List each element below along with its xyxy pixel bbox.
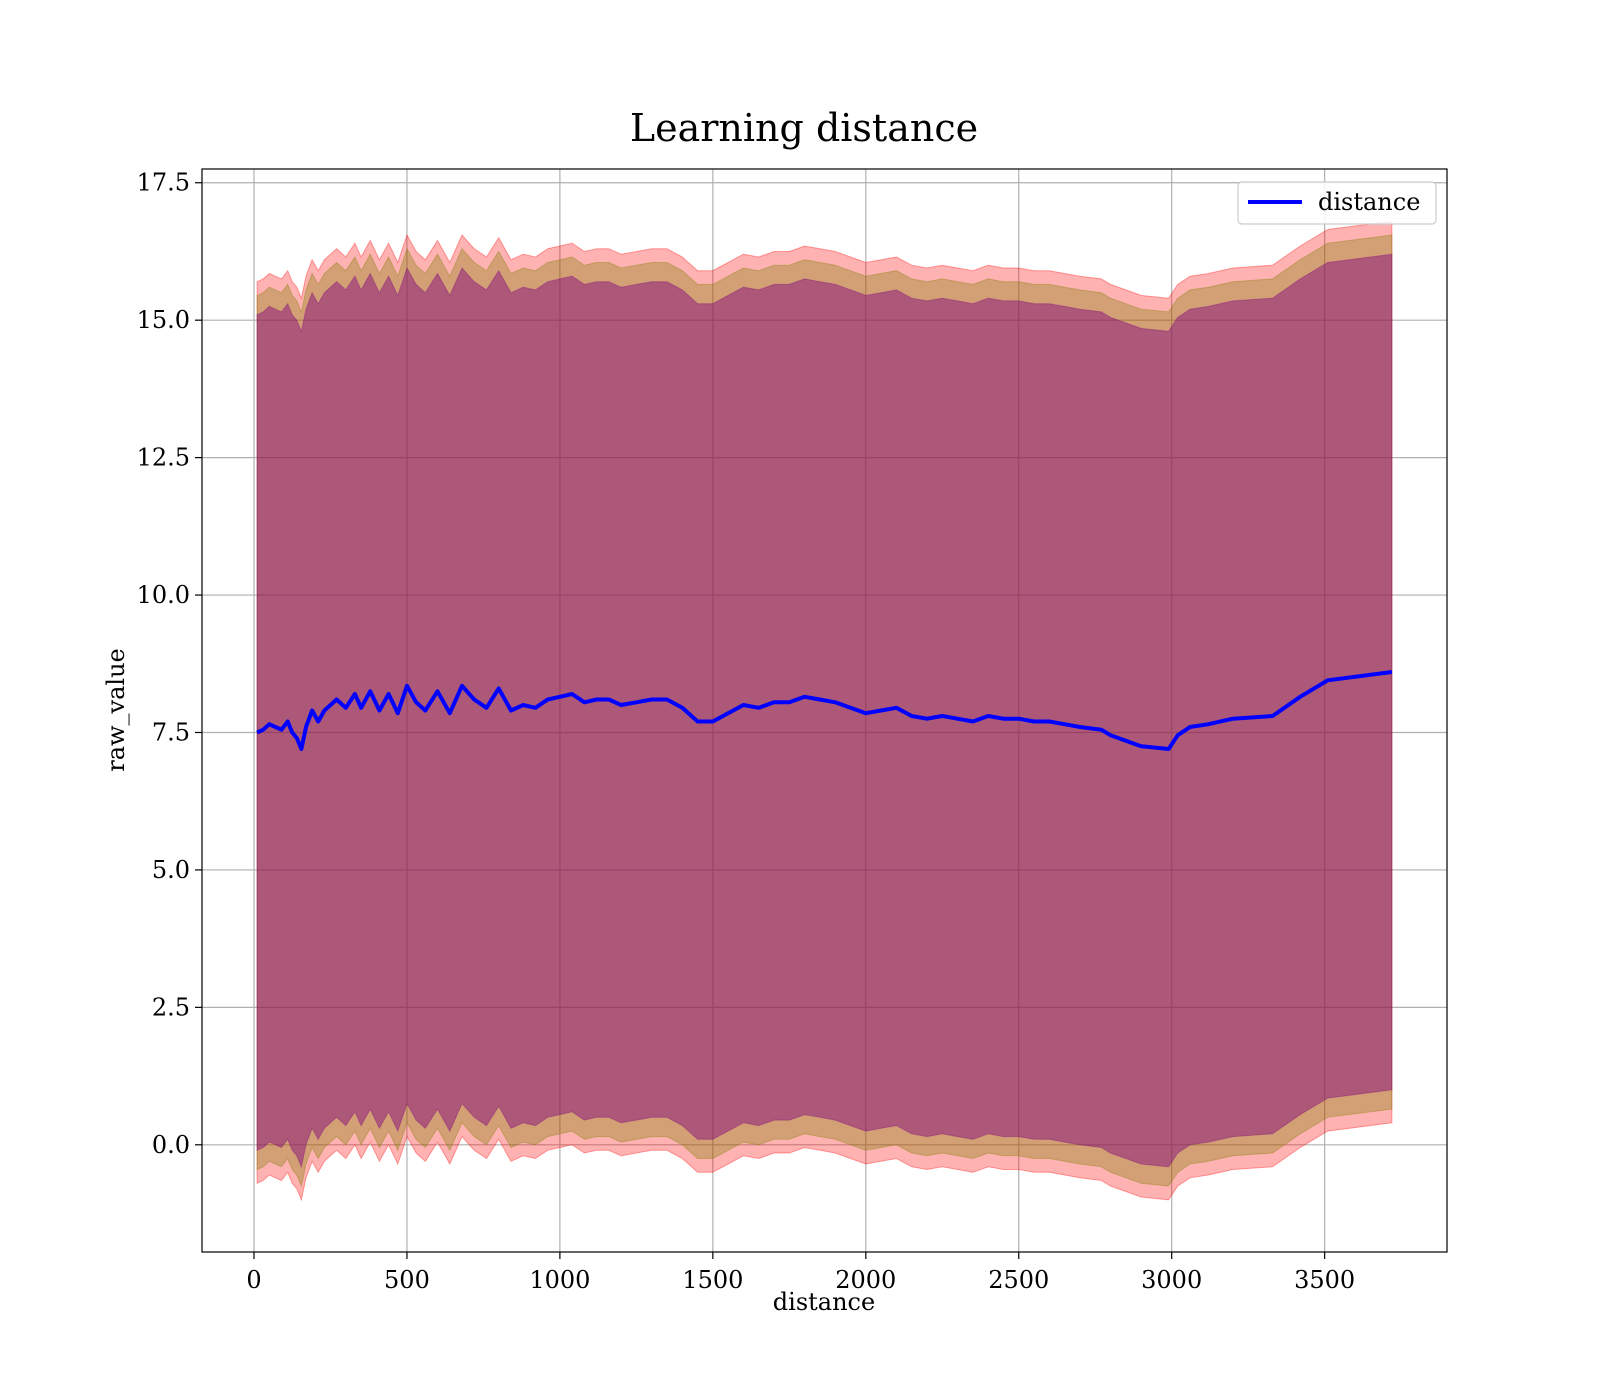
legend-box [1237, 181, 1437, 225]
x-axis-ticks: 0 500 1000 1500 2000 2500 3000 3500 [246, 1252, 1355, 1294]
x-axis-label: distance [773, 1288, 875, 1316]
legend-label-distance: distance [1318, 188, 1420, 216]
x-tick-label: 0 [246, 1266, 261, 1294]
y-tick-label: 5.0 [152, 856, 190, 884]
x-tick-label: 3500 [1294, 1266, 1355, 1294]
y-tick-label: 2.5 [152, 993, 190, 1021]
y-tick-label: 10.0 [137, 581, 190, 609]
chart-title: Learning distance [630, 106, 978, 150]
legend: distance [1237, 181, 1437, 225]
y-tick-label: 0.0 [152, 1131, 190, 1159]
y-tick-label: 7.5 [152, 718, 190, 746]
y-tick-label: 15.0 [137, 306, 190, 334]
x-tick-label: 3000 [1141, 1266, 1202, 1294]
series-lines [256, 670, 1393, 751]
x-tick-label: 2500 [988, 1266, 1049, 1294]
plot-frame [201, 168, 1448, 1253]
band-inner [256, 253, 1393, 1169]
y-axis-label: raw_value [102, 648, 130, 772]
y-axis-ticks: 0.0 2.5 5.0 7.5 10.0 12.5 15.0 17.5 [137, 169, 202, 1159]
x-tick-label: 2000 [835, 1266, 896, 1294]
series-line-distance [256, 670, 1393, 751]
y-tick-label: 17.5 [137, 169, 190, 197]
x-tick-label: 500 [384, 1266, 430, 1294]
x-tick-label: 1000 [529, 1266, 590, 1294]
grid [202, 169, 1447, 1252]
band-middle [256, 234, 1393, 1188]
confidence-bands [256, 220, 1393, 1202]
band-outer [256, 220, 1393, 1202]
x-tick-label: 1500 [682, 1266, 743, 1294]
y-tick-label: 12.5 [137, 444, 190, 472]
